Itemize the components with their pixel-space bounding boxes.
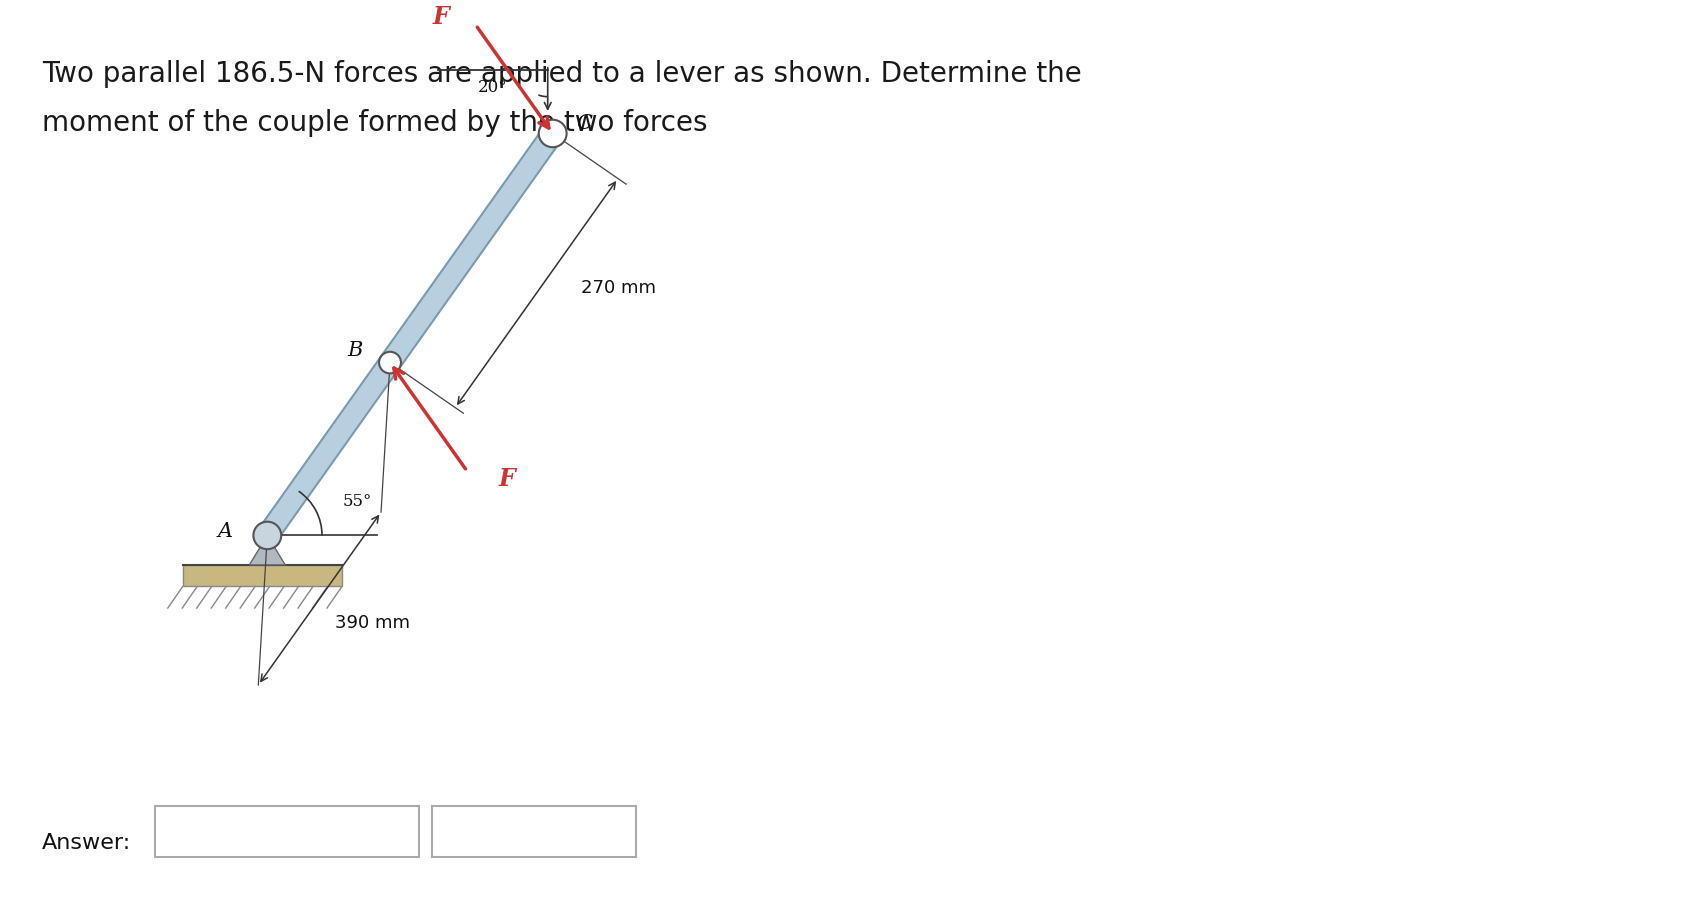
Circle shape xyxy=(254,521,281,549)
Text: Choose...  ◆: Choose... ◆ xyxy=(476,822,593,841)
Text: Answer:: Answer: xyxy=(43,834,131,853)
Text: B: B xyxy=(348,341,363,360)
Text: 55°: 55° xyxy=(343,493,372,509)
Text: F: F xyxy=(498,467,515,491)
Text: Two parallel 186.5-N forces are applied to a lever as shown. Determine the: Two parallel 186.5-N forces are applied … xyxy=(43,60,1081,88)
Circle shape xyxy=(379,352,401,374)
Circle shape xyxy=(539,119,566,147)
Text: 20°: 20° xyxy=(477,79,508,95)
Text: 270 mm: 270 mm xyxy=(581,279,656,297)
Bar xyxy=(182,565,341,587)
Text: C: C xyxy=(576,114,592,133)
Text: F: F xyxy=(431,6,448,29)
Bar xyxy=(431,806,636,856)
Text: 390 mm: 390 mm xyxy=(334,614,409,633)
Polygon shape xyxy=(257,128,561,542)
Bar xyxy=(155,806,419,856)
Text: moment of the couple formed by the two forces: moment of the couple formed by the two f… xyxy=(43,109,708,137)
Text: A: A xyxy=(218,522,234,541)
Polygon shape xyxy=(249,535,285,565)
